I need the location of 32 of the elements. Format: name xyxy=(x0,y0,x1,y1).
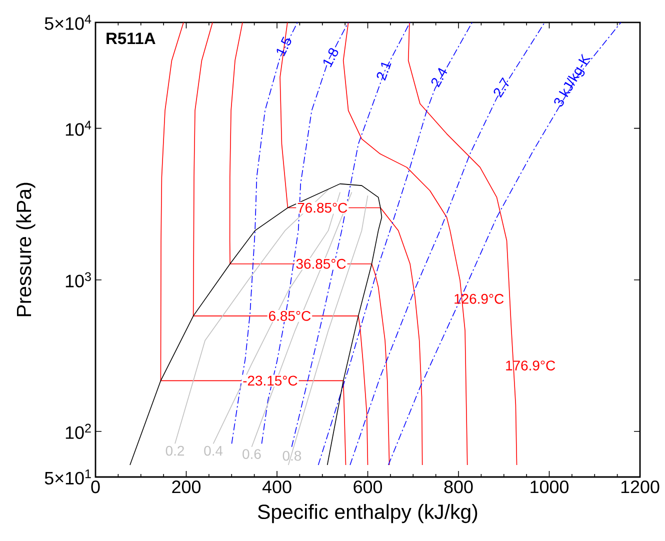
x-axis-title: Specific enthalpy (kJ/kg) xyxy=(258,504,478,524)
annotation: 0.2 xyxy=(166,446,184,456)
annotation: 1.5 xyxy=(276,36,292,56)
annotation: 0.4 xyxy=(204,446,223,456)
x-tick-label: 200 xyxy=(172,480,201,494)
annotation: 6.85°C xyxy=(269,310,311,321)
x-tick-label: 1200 xyxy=(621,480,660,494)
annotation: 1.8 xyxy=(323,48,338,68)
y-axis-title: Pressure (kPa) xyxy=(16,182,36,316)
annotation: 76.85°C xyxy=(298,202,348,213)
line-series xyxy=(160,22,346,466)
annotation: 2.7 xyxy=(494,77,509,98)
y-tick-label: 10$^{3}$ xyxy=(66,272,91,288)
line-series xyxy=(229,22,390,466)
x-tick-label: 800 xyxy=(444,480,473,494)
x-tick-label: 0 xyxy=(91,480,100,494)
chart-title: R511A xyxy=(106,32,156,44)
annotation: 2.1 xyxy=(376,62,392,81)
line-series xyxy=(192,22,368,466)
x-tick-label: 600 xyxy=(354,480,382,494)
annotation: 0.8 xyxy=(282,450,302,461)
y-tick-label: 10$^{2}$ xyxy=(66,424,91,439)
x-tick-label: 400 xyxy=(262,480,292,494)
annotation: 2.4 xyxy=(431,68,448,88)
annotation: 36.85°C xyxy=(296,258,346,269)
y-tick-label: 5×10$^{1}$ xyxy=(44,469,91,485)
annotation: 0.6 xyxy=(242,449,261,459)
x-tick-label: 1000 xyxy=(530,480,568,494)
y-tick-label: 5×10$^{4}$ xyxy=(44,14,92,30)
annotation: -23.15°C xyxy=(243,376,298,386)
line-series xyxy=(130,183,382,466)
y-tick-label: 10$^{4}$ xyxy=(66,120,92,136)
